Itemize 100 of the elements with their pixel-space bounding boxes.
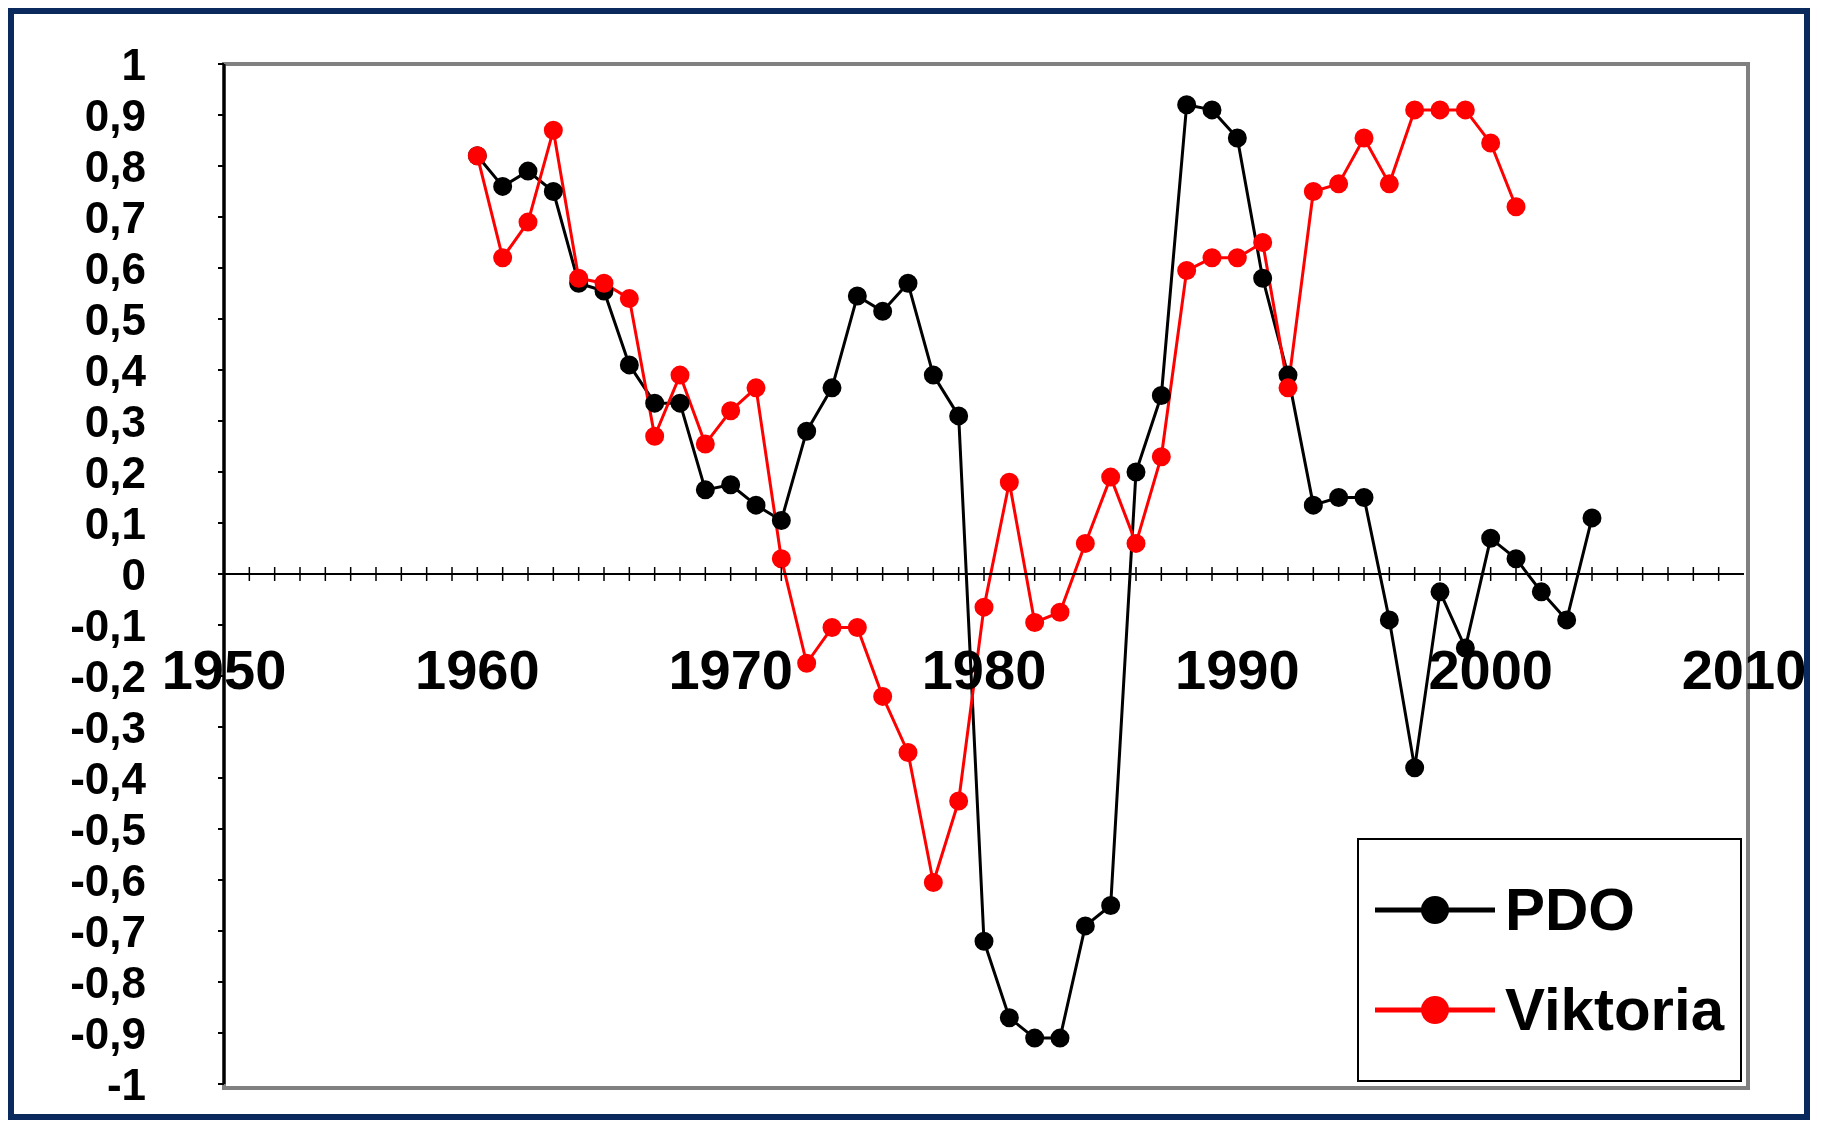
point <box>1481 528 1501 548</box>
y-tick-label: 0,5 <box>84 294 146 344</box>
point <box>847 618 867 638</box>
point <box>518 161 538 181</box>
x-tick-label: 1990 <box>1175 638 1300 701</box>
point <box>1050 1028 1070 1048</box>
y-tick-label: -0,1 <box>70 600 146 650</box>
point <box>518 212 538 232</box>
point <box>619 289 639 309</box>
point <box>721 475 741 495</box>
point <box>746 495 766 515</box>
y-tick-label: 0,8 <box>84 141 146 191</box>
point <box>1050 602 1070 622</box>
point <box>543 182 563 201</box>
point <box>1430 582 1450 602</box>
point <box>1329 174 1349 194</box>
point <box>1531 582 1551 602</box>
point <box>1025 612 1045 632</box>
point <box>797 421 817 441</box>
point <box>923 365 943 385</box>
point <box>873 301 893 321</box>
point <box>1430 100 1450 120</box>
x-tick-label: 1960 <box>415 638 540 701</box>
point <box>1202 248 1222 268</box>
point <box>569 268 589 288</box>
point <box>1557 610 1577 630</box>
point <box>543 120 563 140</box>
y-tick-label: 0,9 <box>84 90 146 140</box>
point <box>949 791 969 811</box>
point <box>695 434 715 454</box>
point <box>898 273 918 293</box>
y-tick-label: -1 <box>106 1059 146 1109</box>
point <box>1075 916 1095 936</box>
y-tick-label: 1 <box>121 39 146 89</box>
point <box>493 176 513 196</box>
y-tick-label: 0,3 <box>84 396 146 446</box>
point <box>974 931 994 951</box>
point <box>1506 549 1526 569</box>
point <box>771 510 791 530</box>
y-tick-label: 0,4 <box>84 345 147 395</box>
point <box>670 393 690 413</box>
point <box>746 378 766 398</box>
x-tick-label: 2010 <box>1681 638 1807 701</box>
point <box>797 653 817 673</box>
y-tick-label: -0,7 <box>70 906 146 956</box>
point <box>1303 495 1323 515</box>
point <box>1481 133 1501 153</box>
point <box>1177 261 1197 281</box>
point <box>999 472 1019 492</box>
point <box>1151 386 1171 405</box>
point <box>1329 488 1349 507</box>
y-tick-label: -0,2 <box>70 651 146 701</box>
point <box>1354 128 1374 148</box>
point <box>1101 896 1121 915</box>
legend-label: Viktoria <box>1505 975 1724 1045</box>
y-tick-label: 0,2 <box>84 447 146 497</box>
y-tick-label: -0,6 <box>70 855 146 905</box>
point <box>721 401 741 421</box>
point <box>1405 758 1425 778</box>
y-tick-label: -0,8 <box>70 957 146 1007</box>
y-tick-label: 0,1 <box>84 498 146 548</box>
point <box>1379 174 1399 194</box>
point <box>670 365 690 385</box>
point <box>923 873 943 893</box>
point <box>1354 488 1374 507</box>
x-tick-label: 1970 <box>668 638 793 701</box>
point <box>1582 508 1602 528</box>
point <box>594 273 614 293</box>
point <box>645 426 665 446</box>
y-tick-label: -0,4 <box>70 753 147 803</box>
point <box>1126 462 1146 482</box>
y-tick-label: -0,3 <box>70 702 146 752</box>
legend-label: PDO <box>1505 875 1636 945</box>
point <box>949 406 969 426</box>
point <box>493 248 513 268</box>
point <box>1303 182 1323 201</box>
point <box>1101 467 1121 487</box>
point <box>1278 378 1298 398</box>
point <box>847 286 867 306</box>
y-tick-label: 0,6 <box>84 243 146 293</box>
point <box>1025 1028 1045 1048</box>
point <box>1379 610 1399 630</box>
point <box>645 393 665 413</box>
x-tick-label: 2000 <box>1428 638 1553 701</box>
point <box>1253 268 1273 288</box>
y-tick-label: 0 <box>121 549 146 599</box>
point <box>1202 100 1222 120</box>
point <box>1455 100 1475 120</box>
point <box>822 378 842 398</box>
point <box>619 355 639 375</box>
y-tick-label: 0,7 <box>84 192 146 242</box>
point <box>1227 128 1247 148</box>
point <box>898 743 918 762</box>
point <box>1151 447 1171 467</box>
point <box>822 618 842 638</box>
point <box>695 480 715 500</box>
point <box>1075 533 1095 553</box>
point <box>974 597 994 617</box>
point <box>1405 100 1425 120</box>
point <box>1126 533 1146 553</box>
